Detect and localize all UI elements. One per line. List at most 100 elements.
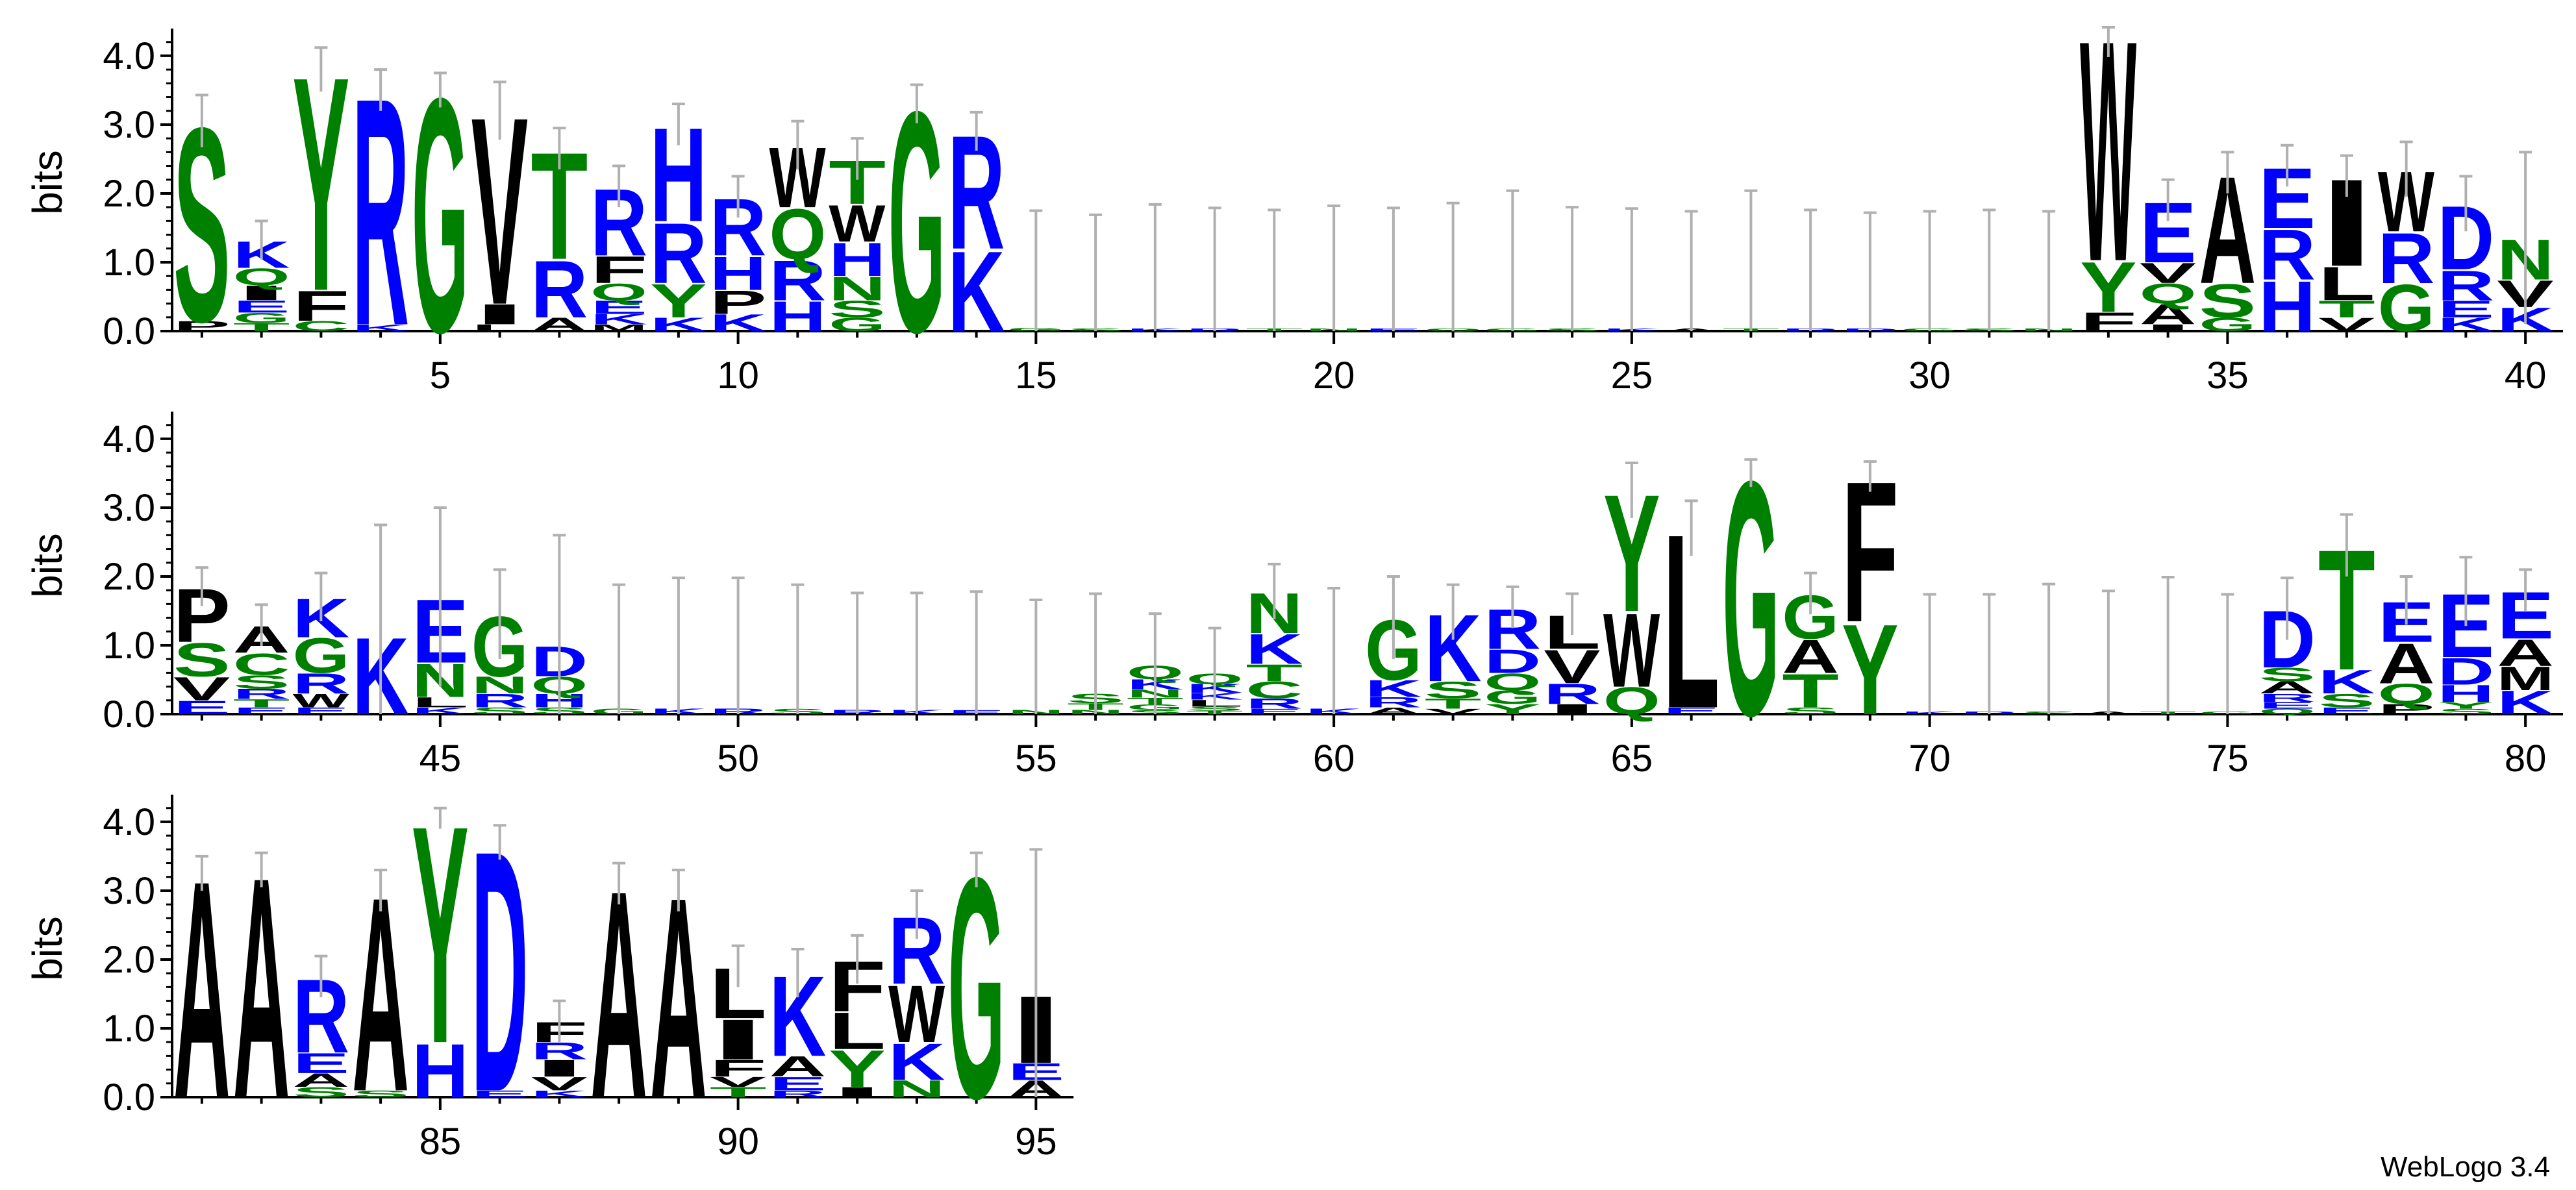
logo-letter: E <box>1663 706 1720 717</box>
logo-letter: H <box>412 1029 469 1114</box>
logo-letter: S <box>1425 677 1482 704</box>
y-tick-label: 3.0 <box>103 104 155 146</box>
logo-letter: R <box>471 690 529 712</box>
logo-letter: K <box>352 323 409 333</box>
logo-letter: T <box>1782 665 1839 718</box>
logo-letter: L <box>412 694 469 710</box>
logo-letter: A <box>769 1051 827 1083</box>
logo-letter: E <box>590 297 647 318</box>
y-tick-label: 4.0 <box>103 418 155 460</box>
x-tick-label: 95 <box>1015 1121 1057 1163</box>
logo-letter: V <box>710 1074 766 1090</box>
logo-letter: A <box>293 1069 350 1091</box>
logo-letter: L <box>2318 257 2375 310</box>
logo-letter: Q <box>2258 707 2316 715</box>
logo-letter: E <box>293 1047 350 1080</box>
y-tick-label: 3.0 <box>103 487 155 529</box>
y-tick-label: 0.0 <box>103 693 155 736</box>
logo-letter: G <box>1484 687 1542 708</box>
y-tick-label: 0.0 <box>103 310 155 353</box>
y-tick-label: 3.0 <box>103 870 155 912</box>
x-tick-label: 85 <box>419 1121 462 1163</box>
logo-letter: A <box>2258 678 2316 697</box>
logo-letter: S <box>471 706 529 717</box>
logo-letter: I <box>710 1008 767 1072</box>
x-tick-label: 55 <box>1015 738 1057 780</box>
logo-letter: S <box>352 1089 409 1100</box>
logo-letter: I <box>2140 323 2197 333</box>
logo-letter: K <box>2497 684 2554 721</box>
x-tick-label: 45 <box>419 738 462 780</box>
logo-letter: I <box>1544 701 1601 717</box>
y-tick-label: 1.0 <box>103 625 155 667</box>
logo-letter: K <box>531 1089 588 1099</box>
logo-letter: W <box>829 194 885 253</box>
logo-letter: E <box>233 706 290 717</box>
logo-letter: N <box>829 270 886 307</box>
logo-letter: L <box>829 1001 886 1060</box>
logo-letter: A <box>2378 631 2435 695</box>
x-tick-label: 40 <box>2505 354 2547 397</box>
x-tick-label: 90 <box>717 1121 759 1163</box>
x-tick-label: 30 <box>1908 354 1951 397</box>
logo-letter: C <box>293 318 350 334</box>
logo-letter: F <box>710 1055 767 1082</box>
logo-letter: E <box>471 1089 529 1100</box>
logo-letter: K <box>948 229 1005 356</box>
x-tick-label: 5 <box>430 354 451 397</box>
logo-letter: F <box>293 282 350 330</box>
logo-letter: R <box>233 686 290 702</box>
logo-letter: T <box>1425 696 1482 712</box>
logo-letter: G <box>293 628 350 684</box>
logo-letter: S <box>2199 274 2257 327</box>
y-tick-label: 0.0 <box>103 1076 155 1119</box>
logo-letter: S <box>829 296 886 323</box>
logo-letter: Y <box>1484 701 1542 717</box>
logo-letter: D <box>1484 643 1542 680</box>
logo-letter: M <box>590 323 647 333</box>
y-tick-label: 2.0 <box>103 939 155 981</box>
x-tick-label: 25 <box>1611 354 1653 397</box>
logo-letter: W <box>888 969 945 1060</box>
logo-letter: P <box>173 318 231 334</box>
logo-letter: C <box>233 647 290 682</box>
logo-letter: Q <box>590 279 647 305</box>
y-tick-label: 2.0 <box>103 556 155 598</box>
logo-letter: K <box>1246 625 1303 673</box>
logo-letter: K <box>2318 663 2375 700</box>
x-tick-label: 10 <box>717 354 759 397</box>
logo-letter: A <box>2140 299 2197 330</box>
x-tick-label: 80 <box>2505 738 2547 780</box>
logo-letter: K <box>1365 676 1422 702</box>
y-axis-label: bits <box>24 916 71 981</box>
logo-letter: D <box>2438 651 2495 693</box>
logo-letter: T <box>233 697 290 710</box>
logo-letter: E <box>1246 707 1303 715</box>
logo-letter: S <box>233 672 290 693</box>
logo-letter: R <box>769 1089 827 1099</box>
y-tick-label: 1.0 <box>103 1008 155 1050</box>
logo-letter: M <box>2497 660 2554 697</box>
logo-letter: T <box>710 1084 767 1100</box>
logo-letter: Q <box>233 264 290 290</box>
logo-letter: Q <box>1484 669 1542 695</box>
logo-letter: I <box>829 1084 886 1100</box>
logo-letter: Y <box>829 1039 886 1098</box>
logo-letter: S <box>173 633 231 686</box>
logo-letter: G <box>233 310 290 326</box>
logo-letter: E <box>233 297 290 317</box>
logo-letter: S <box>293 1084 350 1100</box>
logo-letter: P <box>710 284 767 321</box>
logo-letter: I <box>531 1055 588 1082</box>
y-tick-label: 1.0 <box>103 242 155 284</box>
logo-letter: H <box>769 292 827 340</box>
logo-letter: E <box>173 697 231 719</box>
logo-letter: Y <box>650 274 707 327</box>
x-tick-label: 75 <box>2207 738 2249 780</box>
logo-letter: R <box>2258 215 2316 295</box>
logo-letter: R <box>2258 691 2316 704</box>
y-axis-label: bits <box>24 150 71 215</box>
